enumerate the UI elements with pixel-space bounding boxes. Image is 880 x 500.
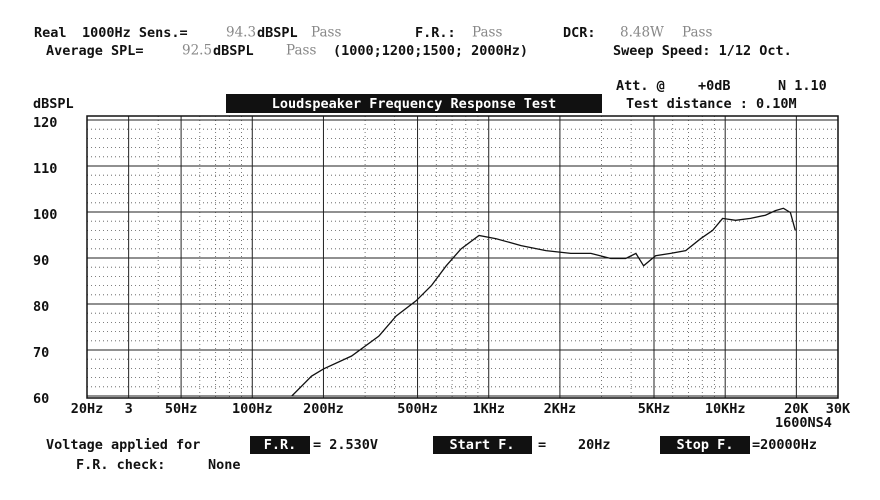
dcr-label: DCR:: [563, 25, 596, 41]
start-value: 20Hz: [578, 437, 611, 453]
y-tick-label: 120: [33, 115, 57, 131]
avg-label: Average SPL=: [46, 43, 144, 59]
chart-title: Loudspeaker Frequency Response Test: [272, 96, 556, 112]
x-tick-label: 1KHz: [472, 401, 505, 417]
x-tick-label: 20K: [784, 401, 809, 417]
avg-value: 92.5: [182, 43, 212, 59]
sens-unit: dBSPL: [257, 25, 298, 41]
fr-box: [250, 436, 310, 454]
x-tick-label: 200Hz: [303, 401, 344, 417]
n-value: N 1.10: [778, 78, 827, 94]
plot-frame: [86, 115, 839, 399]
y-tick-label: 100: [33, 207, 57, 223]
stop-box: [660, 436, 750, 454]
att-value: +0dB: [698, 78, 731, 94]
y-tick-label: 60: [33, 391, 49, 407]
x-tick-label: 20Hz: [71, 401, 104, 417]
avg-status: Pass: [286, 43, 316, 59]
x-tick-label: 2KHz: [544, 401, 577, 417]
y-tick-label: 110: [33, 161, 57, 177]
mode: Real: [34, 25, 67, 41]
fr-label: F.R.:: [415, 25, 456, 41]
x-tick-label: 500Hz: [397, 401, 438, 417]
start-eq: =: [538, 437, 546, 453]
fr-box-label: F.R.: [264, 437, 297, 453]
y-tick-label: 80: [33, 299, 49, 315]
x-tick-label: 30K: [826, 401, 851, 417]
x-tick-label: 10KHz: [705, 401, 746, 417]
title-box: [226, 94, 602, 113]
x-tick-label: 100Hz: [232, 401, 273, 417]
x-tick-label: 3: [125, 401, 133, 417]
att-label: Att. @: [616, 78, 665, 94]
avg-unit: dBSPL: [213, 43, 254, 59]
dcr-value: 8.48W: [620, 25, 664, 41]
response-curve: [291, 207, 796, 397]
sens-status: Pass: [311, 25, 341, 41]
fr-status: Pass: [472, 25, 502, 41]
voltage-label: Voltage applied for: [46, 437, 200, 453]
stop-box-label: Stop F.: [677, 437, 734, 453]
avg-freqs: (1000;1200;1500; 2000Hz): [333, 43, 528, 59]
distance: Test distance : 0.10M: [626, 96, 797, 112]
voltage-value: = 2.530V: [313, 437, 378, 453]
dcr-status: Pass: [682, 25, 712, 41]
check-value: None: [208, 457, 241, 473]
x-tick-label: 50Hz: [165, 401, 198, 417]
start-box: [433, 436, 532, 454]
y-tick-label: 90: [33, 253, 49, 269]
sweep: Sweep Speed: 1/12 Oct.: [613, 43, 792, 59]
sens-value: 94.3: [226, 25, 256, 41]
check-label: F.R. check:: [76, 457, 165, 473]
y-tick-label: 70: [33, 345, 49, 361]
sens-label: 1000Hz Sens.=: [82, 25, 188, 41]
y-axis-label: dBSPL: [33, 96, 74, 112]
model: 1600NS4: [775, 415, 832, 431]
start-box-label: Start F.: [449, 437, 514, 453]
x-tick-label: 5KHz: [638, 401, 671, 417]
stop-value: =20000Hz: [752, 437, 817, 453]
